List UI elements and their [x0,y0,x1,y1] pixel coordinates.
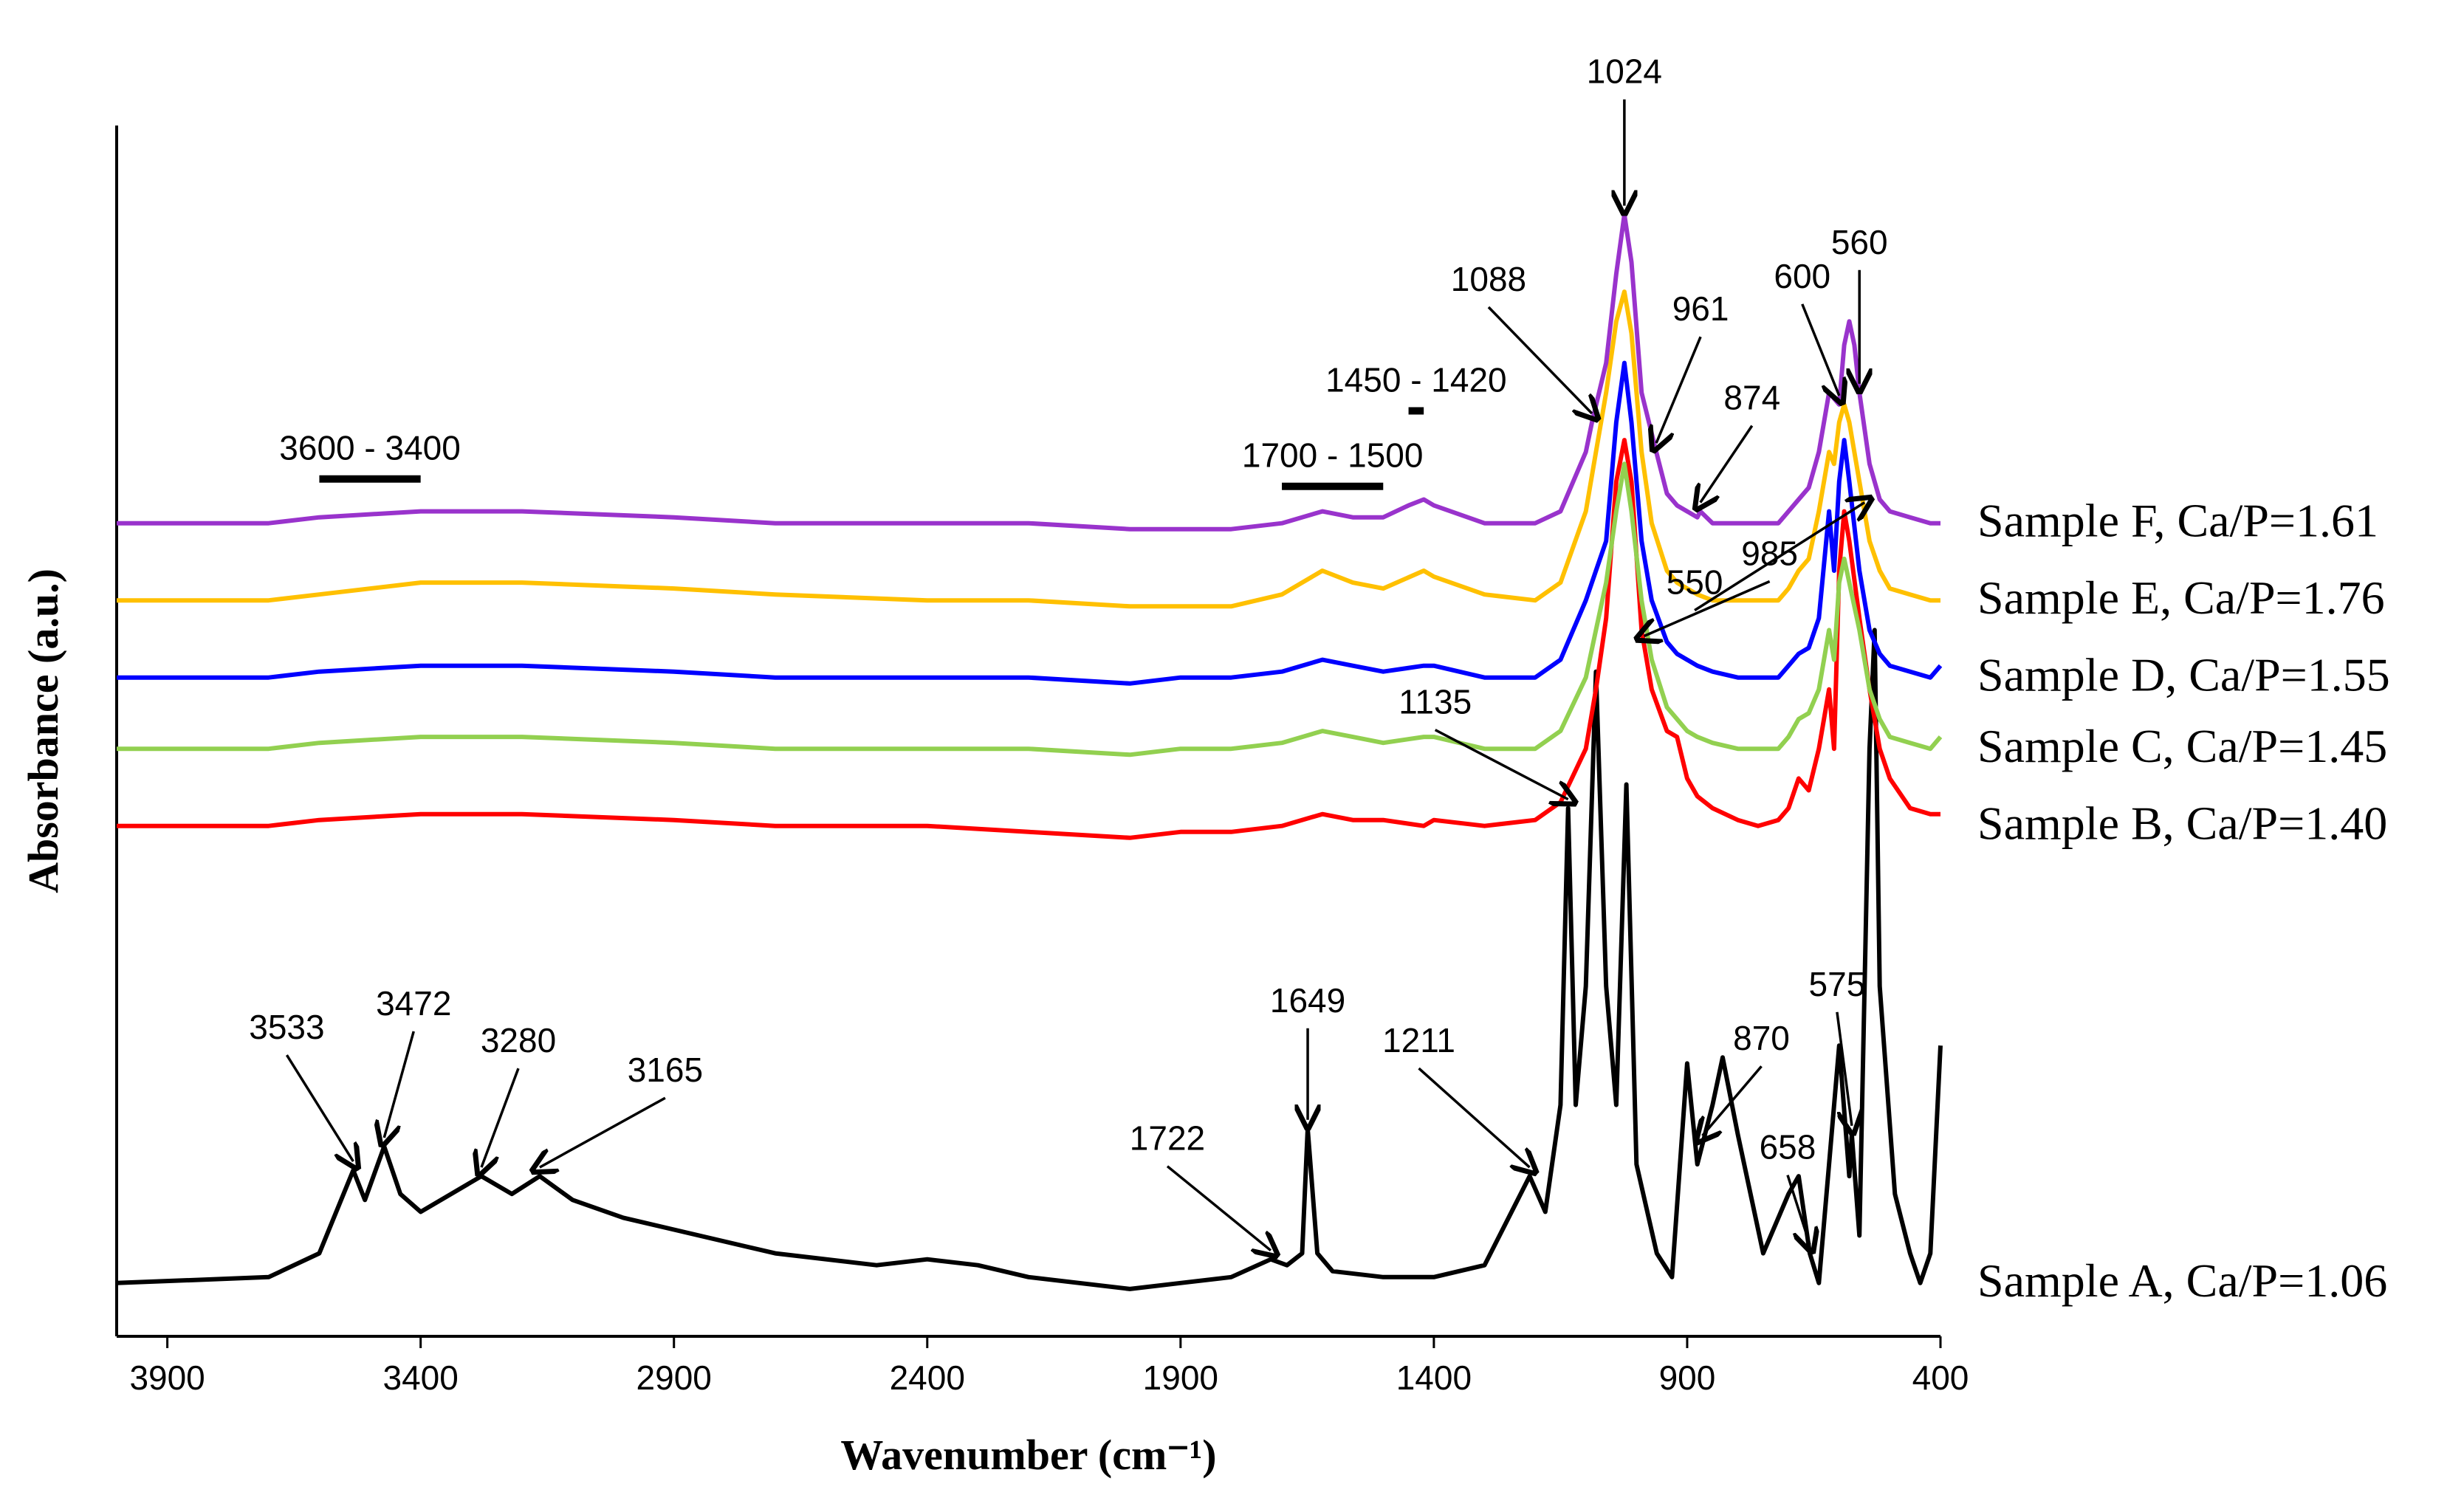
series-line-1 [116,628,1943,1291]
x-tick-group: 3900 3400 2900 2400 1900 1400 900 400 [129,1336,1969,1397]
range-label: 3600 - 3400 [279,429,461,467]
annotation-label: 1722 [1130,1119,1205,1158]
annotation-label: 3280 [481,1021,556,1059]
annotation-label: 3472 [376,984,451,1023]
x-axis-title: Wavenumber (cm⁻¹) [840,1431,1216,1479]
annotation-label: 874 [1723,379,1780,417]
annotation-label: 3165 [628,1051,703,1089]
annotation-arrow [1418,1067,1530,1167]
y-axis-title: Absorbance (a.u.) [19,568,67,893]
annotation-label: 575 [1809,965,1866,1003]
annotation-label: 1211 [1382,1021,1455,1059]
annotation-arrow [1656,336,1702,443]
annotation-label: 1649 [1270,981,1345,1020]
x-tick-label: 1400 [1396,1358,1472,1397]
annotation-label: 560 [1831,223,1888,261]
annotation-arrow [540,1096,666,1167]
series-line-3 [117,461,1943,757]
plot-area: 3900 3400 2900 2400 1900 1400 900 400 353334723… [115,52,2390,1397]
series-line-6 [117,212,1940,532]
annotation-arrow [1166,1165,1271,1251]
annotation-label: 1024 [1587,52,1662,91]
x-tick-label: 3400 [382,1358,458,1397]
annotation-arrow [1487,306,1592,413]
range-group: 3600 - 3400 1700 - 1500 1450 - 1420 [279,361,1507,490]
x-tick-label: 1900 [1143,1358,1218,1397]
annotation-label: 658 [1760,1128,1816,1167]
annotation-arrow [1701,425,1754,503]
series-label: Sample A, Ca/P=1.06 [1977,1254,2387,1307]
series-label: Sample B, Ca/P=1.40 [1977,797,2387,850]
annotation-label: 550 [1667,563,1723,602]
series-line-4 [117,360,1943,686]
x-tick-label: 2400 [890,1358,965,1397]
x-tick-label: 400 [1912,1358,1969,1397]
x-tick-label: 900 [1659,1358,1716,1397]
series-label: Sample D, Ca/P=1.55 [1977,649,2390,701]
annotation-arrow [481,1068,520,1167]
annotation-label: 870 [1733,1019,1790,1057]
annotation-label: 961 [1672,289,1729,328]
x-tick-label: 2900 [636,1358,712,1397]
series-label: Sample E, Ca/P=1.76 [1977,571,2385,624]
annotation-arrow [1836,1011,1852,1126]
annotation-label: 985 [1741,535,1798,573]
annotation-arrow [285,1054,353,1161]
annotation-label: 600 [1774,257,1830,295]
series-line-2 [117,438,1940,840]
range-label: 1700 - 1500 [1242,436,1424,475]
annotation-arrow [1694,503,1864,612]
series-group [116,212,1943,1291]
annotation-arrow [1786,1175,1810,1245]
annotation-arrow [1703,1065,1763,1135]
annotation-label: 1135 [1399,683,1472,721]
series-label: Sample C, Ca/P=1.45 [1977,720,2387,772]
annotation-arrow [384,1031,415,1138]
series-label: Sample F, Ca/P=1.61 [1977,495,2378,547]
annotation-arrow [1801,303,1839,396]
inline-legend: Sample A, Ca/P=1.06 Sample B, Ca/P=1.40 Sa… [1977,495,2390,1307]
annotation-arrow [1434,729,1568,800]
series-line-5 [117,289,1940,609]
annotation-group: 3533 3472 3280 3165 1722 1649 1211 1135 985 870 65… [249,52,1888,1251]
annotation-arrow [1644,580,1771,636]
x-tick-label: 3900 [129,1358,205,1397]
annotation-label: 1088 [1451,260,1526,298]
range-label: 1450 - 1420 [1325,361,1507,399]
annotation-label: 3533 [249,1008,324,1046]
